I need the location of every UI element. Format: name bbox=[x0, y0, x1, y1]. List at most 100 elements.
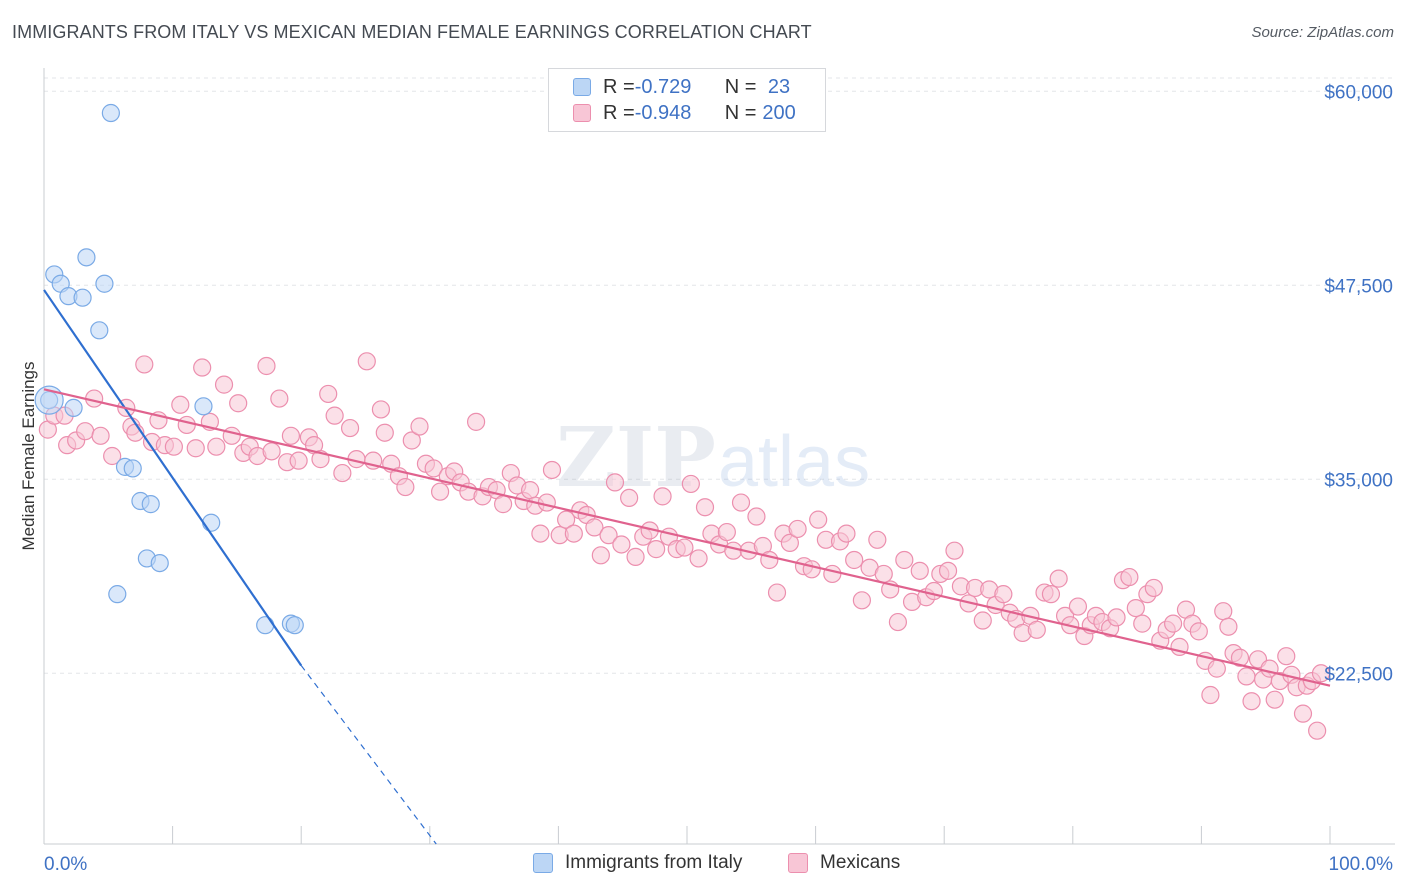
mexicans-point bbox=[177, 415, 196, 435]
mexicans-point bbox=[531, 524, 550, 543]
italy-trend-line bbox=[43, 289, 303, 667]
mexicans-trend-line bbox=[43, 388, 1331, 687]
legend-item-mexicans[interactable]: Mexicans bbox=[788, 852, 900, 874]
mexicans-point bbox=[281, 426, 301, 445]
mexicans-point bbox=[193, 358, 212, 377]
mexicans-point bbox=[396, 477, 415, 497]
mexicans-point bbox=[681, 474, 700, 494]
mexicans-point bbox=[747, 507, 766, 526]
italy-point bbox=[77, 248, 96, 267]
italy-point bbox=[108, 585, 127, 604]
mexicans-point bbox=[537, 493, 556, 512]
mexicans-point bbox=[1189, 622, 1208, 641]
mexicans-point bbox=[222, 426, 241, 445]
mexicans-point bbox=[1214, 602, 1233, 621]
legend-n-label: N = bbox=[724, 75, 757, 98]
mexicans-point bbox=[1049, 569, 1068, 588]
mexicans-point bbox=[1219, 617, 1238, 636]
mexicans-point bbox=[270, 389, 289, 408]
mexicans-point bbox=[1242, 692, 1261, 711]
mexicans-point bbox=[845, 550, 864, 570]
mexicans-point bbox=[626, 547, 645, 566]
legend-row-mexicans: R = -0.948 N = 200 bbox=[573, 100, 796, 126]
x-tick-label: 0.0% bbox=[44, 854, 87, 875]
mexicans-point bbox=[371, 400, 391, 419]
italy-point bbox=[285, 616, 304, 635]
italy-point bbox=[123, 459, 142, 478]
mexicans-point bbox=[262, 442, 281, 461]
legend-swatch-italy bbox=[533, 853, 553, 873]
mexicans-point bbox=[585, 518, 604, 537]
mexicans-point bbox=[1027, 620, 1046, 639]
mexicans-point bbox=[357, 352, 376, 371]
mexicans-point bbox=[207, 437, 226, 456]
mexicans-point bbox=[973, 611, 992, 630]
mexicans-point bbox=[717, 522, 736, 542]
italy-point bbox=[73, 288, 92, 307]
italy-point bbox=[194, 397, 213, 416]
source-label: Source: ZipAtlas.com bbox=[1251, 24, 1394, 41]
mexicans-point bbox=[402, 431, 421, 450]
axes bbox=[43, 68, 1395, 845]
legend-r-value: -0.729 bbox=[634, 75, 692, 98]
mexicans-point bbox=[1293, 704, 1313, 723]
italy-trend-extension bbox=[300, 665, 437, 845]
mexicans-point bbox=[1201, 685, 1220, 705]
legend-item-italy[interactable]: Immigrants from Italy bbox=[533, 852, 742, 874]
mexicans-point bbox=[333, 463, 352, 483]
mexicans-point bbox=[1041, 585, 1061, 604]
legend-n-value: 23 bbox=[762, 75, 791, 98]
mexicans-point bbox=[599, 526, 618, 545]
mexicans-point bbox=[229, 394, 248, 413]
italy-point bbox=[101, 103, 120, 123]
mexicans-point bbox=[430, 482, 450, 501]
mexicans-point bbox=[1144, 578, 1163, 598]
mexicans-point bbox=[837, 524, 856, 543]
mexicans-point bbox=[695, 498, 715, 517]
mexicans-point bbox=[186, 439, 205, 458]
mexicans-point bbox=[135, 355, 154, 374]
mexicans-point bbox=[945, 541, 964, 560]
legend-swatch-mexicans bbox=[788, 853, 808, 873]
mexicans-point bbox=[319, 384, 338, 404]
mexicans-point bbox=[591, 546, 610, 565]
mexicans-point bbox=[424, 459, 443, 478]
mexicans-point bbox=[731, 493, 751, 512]
mexicans-point bbox=[1237, 667, 1256, 686]
mexicans-point bbox=[888, 612, 908, 632]
italy-point bbox=[64, 398, 83, 417]
legend-n-label: N = bbox=[724, 101, 757, 124]
watermark: ZIP atlas bbox=[556, 410, 870, 506]
mexicans-point bbox=[214, 375, 234, 394]
trend-lines bbox=[43, 289, 1331, 845]
italy-point bbox=[256, 616, 275, 635]
mexicans-point bbox=[874, 564, 893, 584]
y-tick-label: $22,500 bbox=[1324, 664, 1393, 685]
y-axis-label: Median Female Earnings bbox=[19, 362, 38, 551]
legend-r-value: -0.948 bbox=[634, 101, 692, 124]
mexicans-point bbox=[823, 564, 842, 584]
italy-point bbox=[150, 553, 169, 573]
mexicans-point bbox=[375, 423, 394, 442]
legend-r-label: R = bbox=[603, 75, 635, 98]
x-tick-label: 100.0% bbox=[1329, 854, 1394, 875]
italy-point bbox=[90, 321, 109, 340]
mexicans-point bbox=[1265, 690, 1284, 709]
italy-points bbox=[34, 103, 304, 635]
mexicans-point bbox=[1133, 614, 1152, 633]
mexicans-point bbox=[257, 356, 276, 376]
legend-label-italy: Immigrants from Italy bbox=[565, 852, 743, 873]
legend-n-value: 200 bbox=[762, 101, 796, 124]
mexicans-point bbox=[809, 510, 828, 529]
y-tick-label: $35,000 bbox=[1324, 470, 1393, 491]
italy-point bbox=[95, 274, 114, 293]
mexicans-point bbox=[767, 583, 787, 602]
mexicans-point bbox=[410, 417, 429, 436]
mexicans-point bbox=[1207, 659, 1226, 678]
mexicans-point bbox=[521, 481, 540, 500]
mexicans-point bbox=[557, 510, 576, 529]
legend-swatch-mexicans bbox=[573, 104, 591, 122]
mexicans-point bbox=[924, 581, 944, 601]
mexicans-point bbox=[325, 406, 344, 425]
